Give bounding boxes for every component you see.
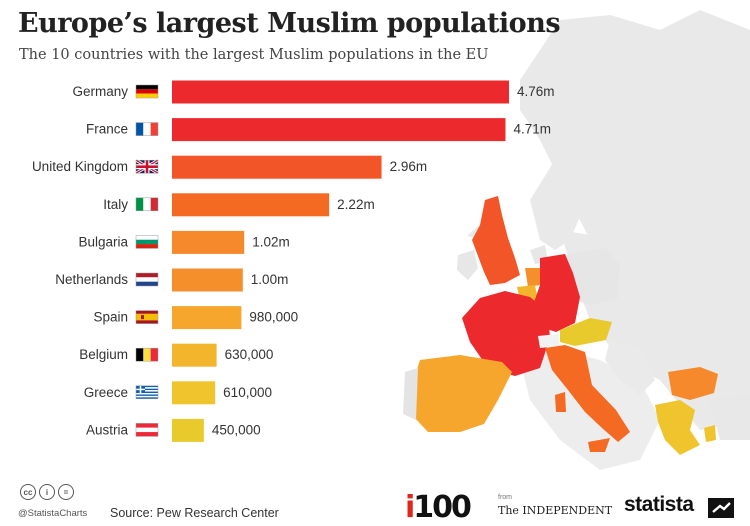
map-country-sardinia xyxy=(555,392,566,412)
map-country-turkey xyxy=(710,395,750,440)
united-kingdom-flag-icon xyxy=(135,158,159,175)
map-country-balkans xyxy=(605,340,655,395)
i100-logo-i: i xyxy=(405,490,415,525)
value-label-austria: 450,000 xyxy=(212,422,261,437)
twitter-handle[interactable]: @StatistaCharts xyxy=(18,508,88,519)
bulgaria-flag-icon xyxy=(135,235,159,249)
italy-flag-icon xyxy=(135,197,159,212)
license-icons: cc i = xyxy=(20,484,74,500)
independent-logo[interactable]: from The INDEPENDENT xyxy=(498,494,612,519)
statista-mark-icon xyxy=(708,498,734,518)
category-label-united-kingdom: United Kingdom xyxy=(32,159,128,174)
map-country-spain xyxy=(410,355,512,432)
bar-bulgaria xyxy=(172,230,245,254)
independent-from-label: from xyxy=(498,494,512,501)
value-label-belgium: 630,000 xyxy=(225,347,274,362)
category-label-greece: Greece xyxy=(84,385,128,400)
category-label-netherlands: Netherlands xyxy=(55,272,128,287)
map-country-sicily xyxy=(588,438,610,452)
map-landmass-north xyxy=(520,10,750,340)
value-label-greece: 610,000 xyxy=(223,385,272,400)
i100-logo-number: 100 xyxy=(413,490,472,525)
independent-name: The INDEPENDENT xyxy=(498,504,613,517)
category-label-spain: Spain xyxy=(93,310,128,325)
map-country-greece xyxy=(655,400,700,455)
category-label-bulgaria: Bulgaria xyxy=(78,234,128,249)
netherlands-flag-icon xyxy=(135,272,159,287)
value-label-bulgaria: 1.02m xyxy=(252,234,290,249)
map-country-united-kingdom xyxy=(472,196,520,285)
value-label-spain: 980,000 xyxy=(249,310,298,325)
footer: cc i = @StatistaCharts Source: Pew Resea… xyxy=(0,480,750,526)
map-country-norway-sweden xyxy=(530,110,610,250)
bar-italy xyxy=(172,193,330,217)
value-label-united-kingdom: 2.96m xyxy=(390,159,428,174)
bar-austria xyxy=(172,418,204,442)
category-label-italy: Italy xyxy=(103,197,128,212)
chart-subtitle: The 10 countries with the largest Muslim… xyxy=(19,47,489,63)
map-country-switzerland xyxy=(538,334,560,348)
category-label-belgium: Belgium xyxy=(79,347,128,362)
map-country-france xyxy=(462,291,550,376)
map-country-austria xyxy=(560,318,612,346)
category-label-france: France xyxy=(86,122,128,137)
bar-france xyxy=(172,118,506,142)
bar-spain xyxy=(172,306,242,330)
value-label-netherlands: 1.00m xyxy=(251,272,289,287)
no-derivatives-icon[interactable]: = xyxy=(58,484,74,500)
category-label-germany: Germany xyxy=(72,84,128,99)
value-label-italy: 2.22m xyxy=(337,197,375,212)
map-country-italy xyxy=(545,345,630,442)
france-flag-icon xyxy=(135,122,159,136)
map-country-bulgaria xyxy=(668,367,718,400)
value-label-germany: 4.76m xyxy=(517,84,555,99)
map-country-netherlands xyxy=(525,268,540,287)
source-link[interactable]: Source: Pew Research Center xyxy=(110,506,279,520)
map-country-portugal xyxy=(403,368,418,420)
creative-commons-icon[interactable]: cc xyxy=(20,484,36,500)
belgium-flag-icon xyxy=(135,347,159,362)
bar-netherlands xyxy=(172,268,243,292)
i100-logo[interactable]: i100 xyxy=(405,490,472,525)
value-label-france: 4.71m xyxy=(513,122,551,137)
chart-title: Europe’s largest Muslim populations xyxy=(18,8,561,39)
map-country-ireland xyxy=(457,250,478,280)
map-country-poland-baltics xyxy=(565,248,620,305)
bar-germany xyxy=(172,80,509,104)
austria-flag-icon xyxy=(135,423,159,437)
greece-flag-icon xyxy=(135,385,159,400)
map-country-greek-islands xyxy=(704,425,716,442)
bar-belgium xyxy=(172,343,217,367)
statista-logo[interactable]: statista xyxy=(624,493,694,516)
bar-greece xyxy=(172,381,216,405)
germany-flag-icon xyxy=(135,84,159,99)
bar-united-kingdom xyxy=(172,155,382,179)
category-label-austria: Austria xyxy=(86,422,129,437)
spain-flag-icon xyxy=(135,310,159,324)
attribution-icon[interactable]: i xyxy=(39,484,55,500)
